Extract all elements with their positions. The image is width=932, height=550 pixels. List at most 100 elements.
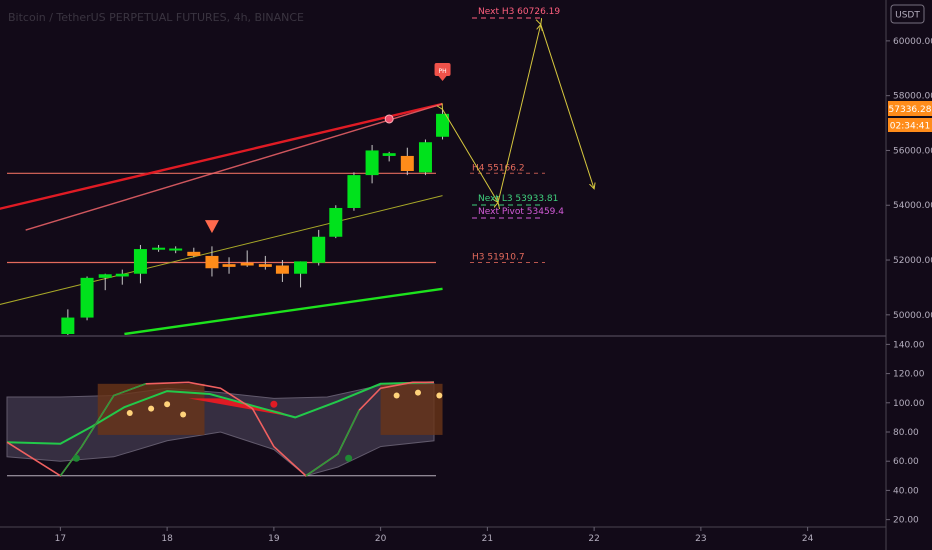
oscillator-dot — [393, 392, 400, 399]
candle-body — [294, 261, 308, 274]
signal-markers: PH — [204, 63, 451, 234]
candle — [347, 172, 361, 211]
pivot-high-box — [434, 63, 451, 77]
price-pane[interactable]: H4 55166.2H3 51910.7 PH Next H3 60726.19… — [0, 7, 594, 345]
oscillator-tick-label: 40.00 — [893, 486, 919, 496]
resistance-shadow-line — [25, 103, 443, 231]
level-label-h3: H3 51910.7 — [472, 252, 525, 262]
candle — [169, 246, 183, 254]
candle-body — [169, 248, 183, 251]
last-price-label: 57336.28 02:34:41 — [888, 101, 932, 132]
candle — [187, 247, 201, 258]
pivot-high-pointer — [438, 76, 447, 82]
candle-body — [115, 273, 129, 277]
candle-body — [61, 317, 75, 334]
oscillator-axis-ticks: 140.00 120.00 100.00 80.00 60.00 40.00 20.00 — [886, 340, 925, 526]
candle-body — [312, 236, 326, 263]
pivot-label-group: Next H3 60726.19 Next L3 53933.81 Next Piv… — [472, 7, 564, 219]
oscillator-tick-label: 80.00 — [893, 428, 919, 438]
price-tick-label: 50000.00 — [893, 311, 932, 321]
time-tick-label: 20 — [375, 534, 387, 544]
price-axis-ticks: 60000.00 58000.00 56000.00 54000.00 52000.00… — [886, 37, 932, 321]
candle — [258, 255, 272, 270]
candle — [133, 244, 147, 284]
price-axis[interactable]: 60000.00 58000.00 56000.00 54000.00 52000.00… — [885, 0, 932, 550]
oscillator-tick-label: 140.00 — [893, 340, 925, 350]
currency-badge-label: USDT — [895, 11, 920, 21]
price-tick-label: 60000.00 — [893, 37, 932, 47]
oscillator-series — [6, 381, 443, 477]
candle — [275, 260, 289, 282]
time-axis-ticks: 17 18 19 20 21 22 23 24 — [55, 527, 814, 544]
candle — [98, 273, 112, 291]
candle-body — [418, 142, 432, 173]
candle-body — [347, 175, 361, 208]
signal-dot-marker — [384, 114, 394, 124]
time-tick-label: 18 — [161, 534, 173, 544]
candle — [418, 139, 432, 176]
projection-path[interactable] — [443, 24, 595, 202]
oscillator-dot — [126, 410, 133, 417]
candle — [152, 244, 166, 252]
candle-body — [275, 265, 289, 274]
projection-segment — [443, 109, 499, 202]
candle — [329, 205, 343, 239]
candle — [205, 246, 219, 277]
oscillator-tick-label: 100.00 — [893, 399, 925, 409]
candle — [436, 109, 450, 140]
candle — [312, 229, 326, 266]
time-axis[interactable]: 17 18 19 20 21 22 23 24 — [0, 526, 886, 544]
oscillator-pane[interactable] — [6, 381, 443, 477]
time-tick-label: 23 — [695, 534, 706, 544]
oversold-dot — [72, 454, 80, 462]
oscillator-fast-line-rising — [59, 383, 147, 477]
candle-body — [152, 247, 166, 250]
oscillator-dot — [148, 405, 155, 412]
price-tick-label: 54000.00 — [893, 201, 932, 211]
candle — [222, 257, 236, 274]
last-price-value: 57336.28 — [889, 105, 932, 115]
candle-body — [222, 264, 236, 267]
oscillator-dot — [180, 411, 187, 418]
projection-segment — [498, 24, 541, 202]
candle — [240, 250, 254, 267]
candle-body — [205, 255, 219, 269]
price-tick-label: 52000.00 — [893, 256, 932, 266]
overbought-zone-box — [380, 383, 443, 435]
oscillator-dot — [436, 392, 443, 399]
currency-badge[interactable]: USDT — [890, 4, 925, 24]
candle — [365, 144, 379, 184]
candle-body — [240, 262, 254, 266]
time-tick-label: 17 — [55, 534, 66, 544]
sell-triangle-marker — [204, 220, 219, 234]
time-tick-label: 21 — [482, 534, 493, 544]
candle-body — [187, 251, 201, 256]
candle-body — [400, 155, 414, 171]
price-tick-label: 58000.00 — [893, 92, 932, 102]
pivot-label: Next Pivot 53459.4 — [478, 207, 564, 217]
time-tick-label: 19 — [268, 534, 280, 544]
candle-body — [80, 277, 94, 318]
candle — [400, 147, 414, 176]
candle — [382, 151, 396, 162]
time-tick-label: 24 — [802, 534, 814, 544]
oscillator-dot — [164, 401, 171, 408]
oscillator-dot — [414, 389, 421, 396]
oscillator-tick-label: 20.00 — [893, 516, 919, 526]
pivot-label: Next L3 53933.81 — [478, 194, 558, 204]
oscillator-tick-label: 120.00 — [893, 370, 925, 380]
candle-body — [365, 150, 379, 176]
candle-body — [133, 249, 147, 274]
oscillator-fast-line-rising — [305, 409, 361, 477]
oscillator-tick-label: 60.00 — [893, 457, 919, 467]
candle-body — [258, 264, 272, 267]
pivot-label: Next H3 60726.19 — [478, 7, 560, 17]
candle-body — [329, 207, 343, 237]
trendlines[interactable] — [0, 102, 443, 335]
oscillator-slow-line — [6, 381, 435, 445]
bar-countdown: 02:34:41 — [890, 122, 930, 132]
time-tick-label: 22 — [588, 534, 599, 544]
midline-line — [0, 195, 443, 305]
